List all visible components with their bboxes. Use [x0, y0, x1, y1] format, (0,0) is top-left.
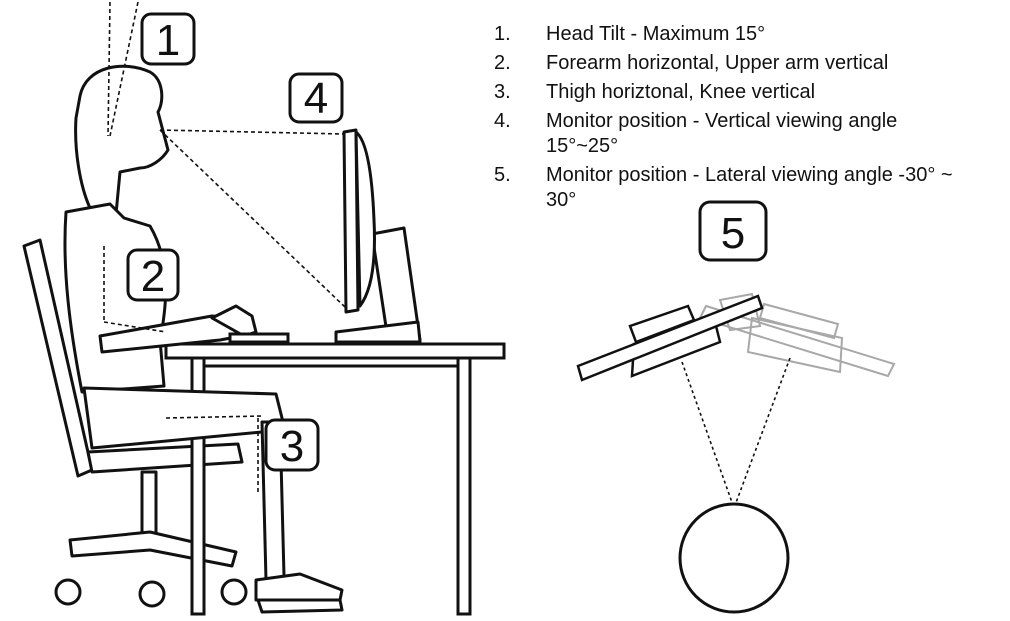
monitor-top-ghost	[698, 292, 896, 378]
legend-text: Monitor position - Lateral viewing angle…	[546, 164, 953, 211]
legend-number: 2.	[494, 52, 511, 74]
legend-text: Forearm horizontal, Upper arm vertical	[546, 52, 889, 74]
legend-item: 4. Monitor position - Vertical viewing a…	[494, 109, 994, 159]
legend-text: Head Tilt - Maximum 15°	[546, 23, 766, 45]
legend-number: 5.	[494, 164, 511, 186]
desk	[164, 342, 506, 616]
badge-3: 3	[264, 418, 320, 472]
badge-4: 4	[288, 72, 344, 124]
legend-list: 1. Head Tilt - Maximum 15° 2. Forearm ho…	[494, 22, 994, 217]
legend-item: 2. Forearm horizontal, Upper arm vertica…	[494, 51, 994, 76]
legend-item: 5. Monitor position - Lateral viewing an…	[494, 163, 994, 213]
svg-text:5: 5	[721, 209, 745, 258]
legend-item: 1. Head Tilt - Maximum 15°	[494, 22, 994, 47]
monitor-side	[334, 128, 422, 344]
svg-text:2: 2	[141, 252, 165, 301]
legend-text: Monitor position - Vertical viewing angl…	[546, 110, 898, 157]
lateral-angle-lines	[681, 357, 791, 509]
top-view-monitors	[576, 292, 896, 614]
svg-text:4: 4	[304, 74, 328, 123]
svg-text:3: 3	[280, 422, 304, 471]
legend-text: Thigh horiztonal, Knee vertical	[546, 81, 816, 103]
keyboard	[228, 332, 290, 344]
viewer-head	[678, 502, 790, 614]
legend-number: 3.	[494, 81, 511, 103]
legend-number: 1.	[494, 23, 511, 45]
legend-item: 3. Thigh horiztonal, Knee vertical	[494, 80, 994, 105]
badge-1: 1	[140, 12, 196, 66]
guide-lines	[103, 1, 347, 494]
badge-2: 2	[126, 248, 180, 302]
monitor-top-solid	[576, 294, 764, 382]
office-chair	[22, 238, 248, 608]
svg-text:1: 1	[156, 16, 180, 65]
badge-5: 5	[698, 200, 768, 262]
legend-number: 4.	[494, 110, 511, 132]
